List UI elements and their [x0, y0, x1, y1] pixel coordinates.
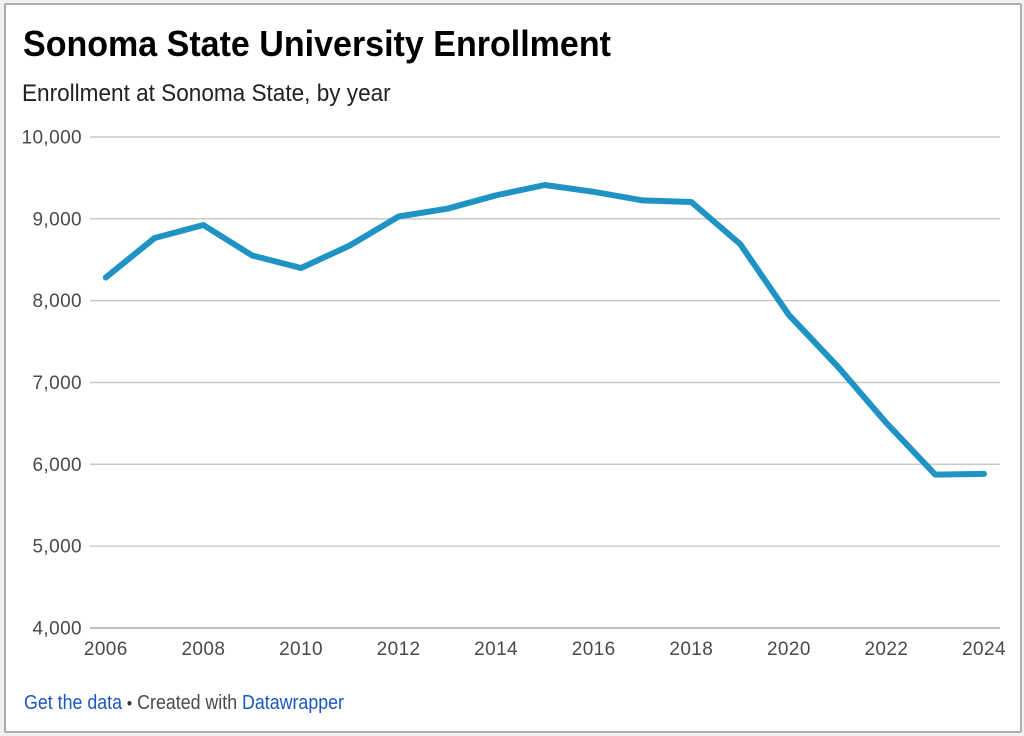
svg-text:8,000: 8,000: [32, 291, 82, 312]
svg-text:2012: 2012: [377, 639, 421, 660]
svg-text:2014: 2014: [474, 639, 518, 660]
svg-text:5,000: 5,000: [32, 537, 82, 558]
svg-text:2016: 2016: [572, 639, 616, 660]
svg-text:10,000: 10,000: [21, 128, 82, 149]
svg-text:9,000: 9,000: [32, 209, 82, 230]
svg-text:2008: 2008: [181, 639, 225, 660]
svg-text:7,000: 7,000: [32, 373, 82, 394]
svg-text:2010: 2010: [279, 639, 323, 660]
svg-text:2006: 2006: [84, 639, 128, 660]
svg-text:2020: 2020: [767, 639, 811, 660]
svg-text:4,000: 4,000: [32, 619, 82, 640]
svg-text:2022: 2022: [864, 639, 908, 660]
svg-text:2018: 2018: [669, 639, 713, 660]
svg-text:2024: 2024: [962, 639, 1006, 660]
svg-text:6,000: 6,000: [32, 455, 82, 476]
